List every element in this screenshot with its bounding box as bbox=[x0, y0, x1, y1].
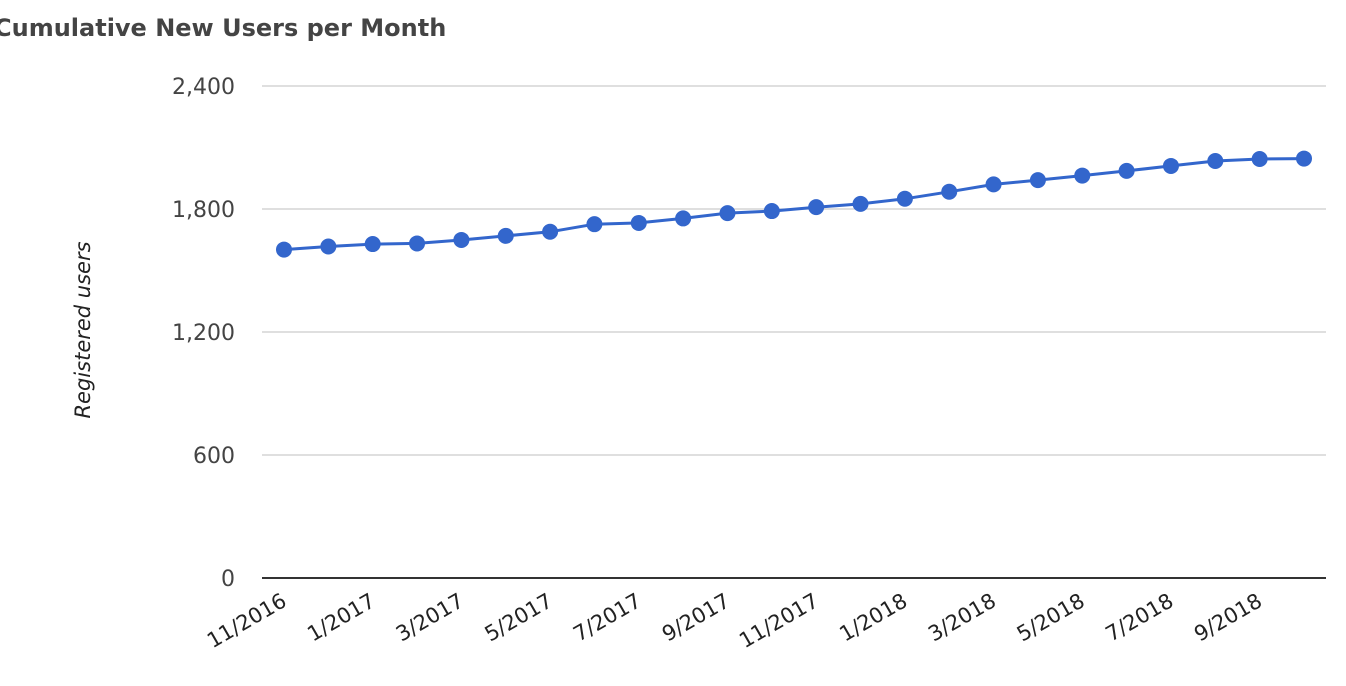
data-point bbox=[675, 210, 692, 227]
x-tick-label: 3/2018 bbox=[924, 589, 1000, 647]
data-point bbox=[1296, 150, 1312, 167]
x-tick-label: 9/2017 bbox=[658, 589, 734, 647]
data-point bbox=[453, 231, 470, 248]
data-point bbox=[1118, 162, 1135, 179]
x-tick-label: 1/2018 bbox=[835, 589, 911, 647]
data-point bbox=[276, 241, 292, 258]
y-axis-label: Registered users bbox=[71, 241, 95, 418]
plot-area bbox=[276, 150, 1312, 258]
chart-title: Cumulative New Users per Month bbox=[0, 14, 447, 42]
x-tick-label: 5/2017 bbox=[481, 589, 557, 647]
data-point bbox=[1074, 167, 1091, 184]
data-point bbox=[985, 176, 1002, 193]
x-tick-label: 5/2018 bbox=[1013, 589, 1089, 647]
x-tick-label: 7/2018 bbox=[1101, 589, 1177, 647]
y-tick-label: 1,200 bbox=[172, 321, 235, 346]
data-point bbox=[320, 238, 337, 255]
data-point bbox=[1029, 172, 1046, 189]
data-point bbox=[941, 183, 958, 200]
y-tick-label: 0 bbox=[221, 567, 235, 592]
x-tick-label: 3/2017 bbox=[392, 589, 468, 647]
y-tick-label: 2,400 bbox=[172, 75, 235, 100]
data-point bbox=[1162, 157, 1179, 174]
y-axis-ticks: 0 600 1,200 1,800 2,400 bbox=[172, 75, 235, 592]
y-tick-label: 1,800 bbox=[172, 198, 235, 223]
x-tick-label: 11/2016 bbox=[203, 589, 291, 653]
x-tick-label: 1/2017 bbox=[303, 589, 379, 647]
data-point bbox=[1251, 150, 1268, 167]
x-tick-label: 9/2018 bbox=[1190, 589, 1266, 647]
x-tick-label: 7/2017 bbox=[569, 589, 645, 647]
x-tick-label: 11/2017 bbox=[735, 589, 823, 653]
series-line bbox=[283, 157, 1305, 252]
data-point bbox=[586, 216, 603, 233]
data-point bbox=[808, 199, 825, 216]
data-point bbox=[497, 227, 514, 244]
y-tick-label: 600 bbox=[193, 444, 235, 469]
data-point bbox=[896, 190, 913, 207]
data-point bbox=[852, 195, 869, 212]
data-point bbox=[364, 236, 381, 253]
data-point bbox=[409, 235, 426, 252]
data-point bbox=[1207, 153, 1224, 170]
data-point bbox=[763, 203, 780, 220]
data-point bbox=[542, 223, 559, 240]
x-axis-ticks: 11/2016 1/2017 3/2017 5/2017 7/2017 9/2017 11/… bbox=[203, 589, 1266, 653]
data-point bbox=[719, 205, 736, 222]
data-point bbox=[630, 214, 647, 231]
